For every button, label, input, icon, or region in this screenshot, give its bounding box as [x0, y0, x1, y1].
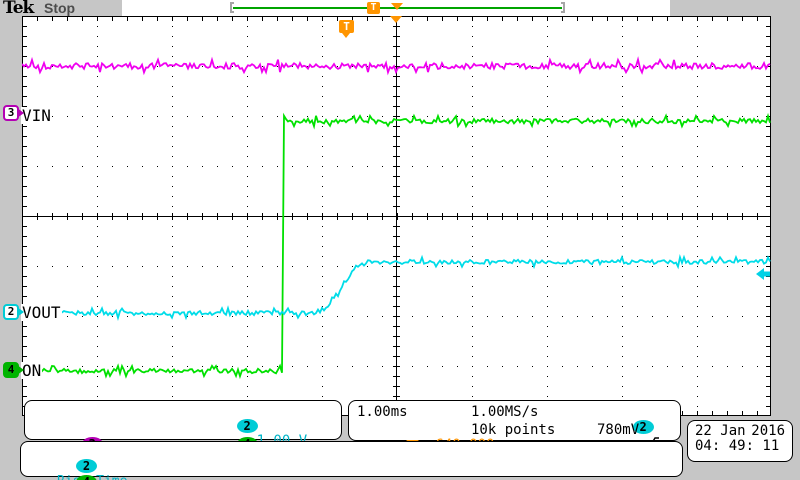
acquisition-status: Stop — [44, 0, 76, 16]
record-right-bracket — [561, 2, 565, 13]
trigger-t-icon: T — [367, 2, 380, 14]
waveform-on — [22, 112, 771, 380]
channel-4-position-marker: 4 — [3, 362, 24, 378]
measurements-box: 2 Rise Time 502.2µs Low signal amplitude… — [20, 441, 683, 480]
record-length: 10k points — [471, 422, 556, 438]
waveform-label-on: ON — [21, 361, 43, 380]
date-text: 22 Jan — [695, 423, 746, 439]
year-text: 2016 — [751, 423, 785, 439]
channel-3-position-marker: 3 — [3, 105, 24, 121]
acquisition-preview-bar: T — [230, 2, 565, 14]
trigger-source-badge: 2 — [632, 420, 654, 434]
waveform-vout — [22, 254, 771, 321]
measurement-row-delay: 4 → 2 → 711.3µs Low signal amplitude — [29, 460, 97, 480]
center-vertical-axis — [396, 16, 397, 416]
trigger-level-arrow-icon — [756, 268, 770, 280]
trigger-point-flag-icon: T — [339, 20, 354, 38]
channel-scale-readout-box: 2 1.00 V 3 1.00 V 4 1.00 V — [24, 400, 342, 467]
meas1-label: Rise Time — [57, 474, 127, 480]
expansion-point-triangle-icon — [391, 3, 403, 10]
record-left-bracket — [230, 2, 234, 13]
waveform-graticule: T VIN VOUT ON — [21, 16, 771, 416]
waveform-label-vout: VOUT — [21, 303, 62, 322]
sample-rate: 1.00MS/s — [471, 404, 539, 420]
timebase-scale: 1.00ms — [357, 404, 408, 420]
meas2-from-badge: 4 — [75, 475, 97, 480]
waveform-plot — [22, 56, 771, 380]
trigger-level-value: 780mV — [597, 422, 640, 438]
meas1-source-badge: 2 — [75, 459, 97, 473]
tek-logo: Tek — [3, 0, 34, 18]
trigger-position-triangle-icon — [390, 16, 402, 23]
measurement-row-rise-time: 2 Rise Time 502.2µs Low signal amplitude — [29, 444, 127, 480]
channel-2-position-marker: 2 — [3, 304, 24, 320]
ch2-badge: 2 — [236, 419, 258, 433]
datetime-box: 22 Jan 2016 04: 49: 11 — [687, 420, 793, 462]
waveform-vin — [22, 56, 771, 76]
waveform-label-vin: VIN — [21, 106, 52, 125]
time-text: 04: 49: 11 — [695, 438, 780, 454]
horizontal-trigger-readout-box: 1.00ms 1.00MS/s 2 T→▼640.000µs 10k point… — [348, 400, 681, 453]
